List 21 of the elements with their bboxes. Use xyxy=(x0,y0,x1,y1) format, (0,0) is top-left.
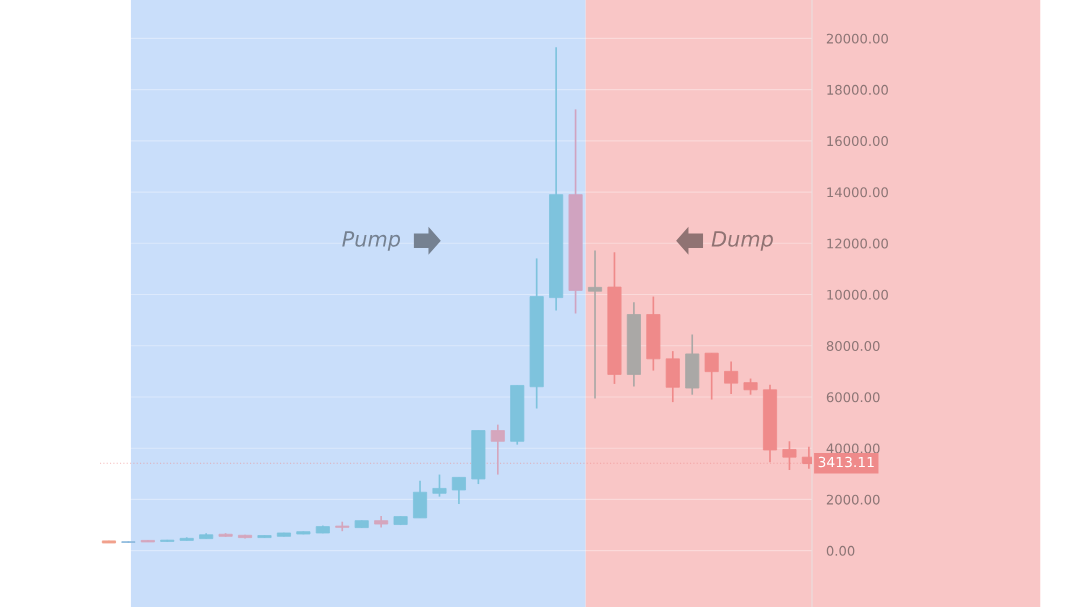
candlestick xyxy=(724,360,739,395)
candlestick xyxy=(432,473,447,498)
y-tick-label: 2000.00 xyxy=(826,494,880,505)
annotation: Dump xyxy=(711,231,773,251)
ref-line-label: 3413.11 xyxy=(818,456,874,468)
y-tick-label: 6000.00 xyxy=(826,392,880,403)
y-tick-label: 14000.00 xyxy=(827,187,888,198)
y-tick-label: 4000.00 xyxy=(826,443,880,454)
candlestick xyxy=(490,423,505,476)
y-tick-label: 16000.00 xyxy=(827,136,888,147)
y-tick-label: 0.00 xyxy=(826,545,855,556)
y-tick-label: 8000.00 xyxy=(826,340,880,351)
candlestick xyxy=(782,440,797,471)
candlestick xyxy=(704,352,719,401)
y-tick-label: 20000.00 xyxy=(826,33,888,44)
y-tick-label: 10000.00 xyxy=(827,289,888,300)
annotation: Pump xyxy=(342,231,401,251)
candlestick xyxy=(587,249,603,400)
y-tick-label: 18000.00 xyxy=(827,84,888,95)
y-tick-label: 12000.00 xyxy=(827,238,888,249)
candlestick xyxy=(451,476,466,505)
